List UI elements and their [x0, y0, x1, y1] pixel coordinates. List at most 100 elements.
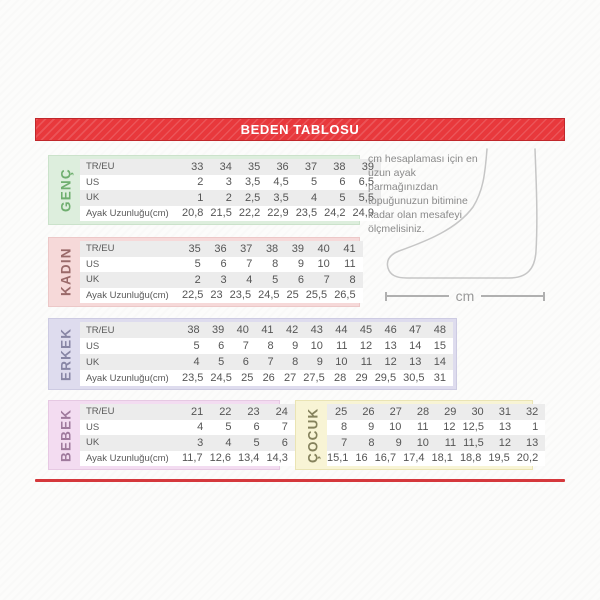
- size-value: 14: [433, 356, 447, 368]
- size-value: 12: [443, 421, 456, 434]
- table-row: TR/EU 38 39 40 41 42 43 44 45 46 47 48: [80, 322, 453, 338]
- size-value: 21: [190, 405, 204, 418]
- size-value: 11: [444, 436, 457, 449]
- row-label: TR/EU: [86, 161, 115, 173]
- size-value: 41: [343, 242, 356, 255]
- page-title: BEDEN TABLOSU: [240, 122, 360, 137]
- size-value: 43: [310, 324, 323, 336]
- size-value: 23,5: [182, 372, 204, 384]
- size-value: 9: [292, 340, 299, 352]
- table-row: 15,1 16 16,7 17,4 18,1 18,8 19,5 20,2: [327, 450, 546, 466]
- table-row: 25 26 27 28 29 30 31 32: [327, 404, 546, 420]
- size-value: 5: [339, 191, 346, 204]
- size-value: 25,5: [305, 289, 328, 302]
- size-value: 48: [433, 324, 447, 336]
- size-value: 22,5: [182, 289, 204, 302]
- size-value: 4: [197, 421, 204, 434]
- size-value: 31: [433, 372, 447, 384]
- size-value: 23: [210, 289, 223, 302]
- size-value: 5: [194, 258, 201, 271]
- table-row: UK 4 5 6 7 8 9 10 11 12 13 14: [80, 354, 453, 370]
- section-label-genc: GENÇ: [58, 168, 74, 212]
- size-value: 7: [341, 436, 348, 449]
- size-value: 10: [335, 356, 348, 368]
- size-value: 2,5: [244, 191, 261, 204]
- size-value: 40: [236, 324, 249, 336]
- size-value: 9: [395, 436, 402, 449]
- size-value: 22,2: [238, 207, 261, 220]
- size-value: 35: [248, 160, 261, 173]
- size-value: 8: [349, 273, 356, 286]
- size-value: 9: [297, 258, 304, 271]
- size-value: 37: [304, 160, 318, 173]
- size-table-kadin: TR/EU 35 36 37 38 39 40 41 US 5 6 7 8 9 10 11 UK 2 3 4 5 6 7 8 A…: [80, 241, 363, 303]
- bottom-red-divider: [35, 479, 565, 482]
- size-value: 38: [265, 242, 279, 255]
- section-label-bebek: BEBEK: [58, 408, 74, 462]
- section-kadin: KADIN TR/EU 35 36 37 38 39 40 41 US 5 6 7 8 9 10 11 UK 2 3…: [48, 237, 363, 307]
- measure-tick-right: [543, 291, 546, 301]
- size-value: 28: [333, 372, 347, 384]
- measure-line-segment: [387, 295, 449, 297]
- size-value: 16: [355, 452, 368, 465]
- row-label: UK: [86, 274, 100, 286]
- size-value: 11: [417, 421, 429, 434]
- size-value: 11: [336, 340, 348, 352]
- size-value: 5: [310, 176, 318, 189]
- size-value: 26: [362, 405, 375, 418]
- section-cocuk: ÇOCUK 25 26 27 28 29 30 31 32 8 9 10 11 12 12,5 13 1 7 8 9…: [295, 400, 546, 470]
- size-value: 34: [219, 160, 232, 173]
- size-value: 8: [368, 436, 375, 449]
- size-value: 19,5: [488, 452, 510, 465]
- size-value: 6: [253, 421, 260, 434]
- size-value: 3: [220, 273, 227, 286]
- size-value: 3: [225, 176, 232, 189]
- size-value: 28: [416, 405, 430, 418]
- size-value: 7: [246, 258, 253, 271]
- size-value: 18,8: [459, 452, 482, 465]
- size-value: 26: [262, 372, 275, 384]
- table-row: US 5 6 7 8 9 10 11 12 13 14 15: [80, 338, 453, 354]
- size-value: 20,8: [182, 207, 204, 220]
- table-row: Ayak Uzunluğu(cm) 20,8 21,5 22,2 22,9 23,5 24,…: [80, 205, 381, 221]
- table-row: Ayak Uzunluğu(cm) 23,5 24,5 25 26 27 27,5 28 29 2…: [80, 370, 453, 386]
- size-value: 27,5: [303, 372, 325, 384]
- cm-unit-label: cm: [455, 288, 475, 304]
- size-value: 45: [359, 324, 373, 336]
- row-label: TR/EU: [86, 406, 115, 418]
- size-value: 10: [416, 436, 429, 449]
- row-label: UK: [86, 356, 100, 368]
- size-value: 12: [498, 436, 511, 449]
- table-row: US 4 5 6 7: [80, 419, 295, 435]
- size-value: 46: [384, 324, 397, 336]
- size-value: 5,5: [358, 191, 374, 204]
- size-value: 31: [498, 405, 511, 418]
- size-value: 7: [242, 340, 249, 352]
- size-value: 24,2: [324, 207, 346, 220]
- size-value: 13,4: [238, 452, 260, 465]
- size-value: 13: [498, 421, 512, 434]
- size-value: 29: [355, 372, 368, 384]
- table-row: TR/EU 33 34 35 36 37 38 39: [80, 159, 381, 175]
- row-label: TR/EU: [86, 324, 115, 336]
- size-value: 8: [272, 258, 279, 271]
- size-value: 24: [275, 405, 288, 418]
- size-value: 25: [286, 289, 299, 302]
- size-value: 11,7: [182, 452, 203, 465]
- size-value: 41: [261, 324, 274, 336]
- table-row: UK 3 4 5 6: [80, 435, 295, 451]
- size-value: 6: [218, 340, 225, 352]
- size-value: 25: [241, 372, 254, 384]
- row-label: US: [86, 340, 100, 352]
- size-value: 33: [191, 160, 204, 173]
- size-value: 35: [188, 242, 201, 255]
- size-value: 16,7: [374, 452, 397, 465]
- size-value: 14: [409, 340, 422, 352]
- size-value: 27: [389, 405, 402, 418]
- size-value: 13: [525, 436, 539, 449]
- size-value: 15,1: [327, 452, 349, 465]
- size-value: 8: [292, 356, 299, 368]
- measure-tick-left: [385, 291, 387, 301]
- size-value: 36: [276, 160, 289, 173]
